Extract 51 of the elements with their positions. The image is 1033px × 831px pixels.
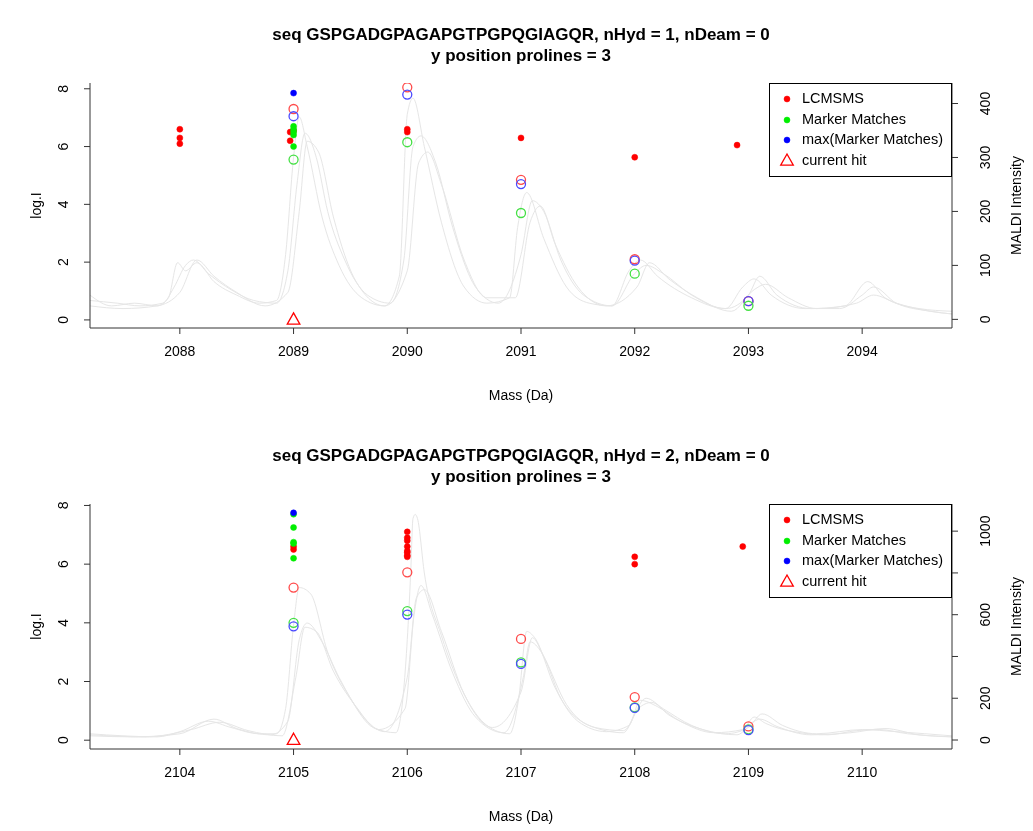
- y2-tick-label: 100: [977, 253, 993, 278]
- y2-tick-label: 1000: [977, 515, 993, 547]
- y-tick-label: 6: [55, 560, 71, 569]
- chart-title: seq GSPGADGPAGAPGTPGPQGIAGQR, nHyd = 2, nDeam = 0: [272, 444, 770, 466]
- y-axis-title: log.I: [27, 192, 44, 219]
- x-tick-label: 2106: [391, 763, 424, 780]
- legend-label: max(Marker Matches): [802, 131, 943, 148]
- x-tick-label: 2093: [732, 342, 765, 359]
- legend-label: current hit: [802, 572, 867, 589]
- y2-axis-title: MALDI Intensity: [1007, 577, 1024, 676]
- y-tick-label: 0: [55, 315, 71, 324]
- y-tick-label: 4: [55, 618, 71, 627]
- legend-label: current hit: [802, 151, 867, 168]
- x-tick-label: 2109: [732, 763, 765, 780]
- x-tick-label: 2104: [164, 763, 196, 780]
- x-tick-label: 2092: [619, 342, 651, 359]
- y-tick-label: 8: [55, 84, 71, 93]
- x-tick-label: 2105: [277, 763, 310, 780]
- x-tick-label: 2110: [847, 763, 878, 780]
- y2-tick-label: 0: [977, 735, 993, 744]
- y-tick-label: 8: [55, 501, 71, 510]
- x-tick-label: 2091: [505, 342, 537, 359]
- legend-label: LCMSMS: [802, 511, 865, 528]
- legend-label: max(Marker Matches): [802, 552, 943, 569]
- chart-subtitle: y position prolines = 3: [431, 465, 611, 487]
- x-tick-label: 2088: [164, 342, 196, 359]
- y2-axis-title: MALDI Intensity: [1007, 156, 1024, 255]
- y2-tick-label: 200: [977, 686, 993, 710]
- y-tick-label: 4: [55, 200, 71, 209]
- x-tick-label: 2089: [277, 342, 310, 359]
- x-tick-label: 2107: [505, 763, 537, 780]
- legend-label: Marker Matches: [802, 531, 906, 548]
- y2-tick-label: 200: [977, 199, 993, 224]
- chart-subtitle: y position prolines = 3: [431, 44, 611, 66]
- y-tick-label: 0: [55, 736, 71, 745]
- y2-tick-label: 600: [977, 602, 993, 627]
- y2-tick-label: 300: [977, 145, 993, 170]
- y-tick-label: 2: [55, 258, 71, 267]
- chart-title: seq GSPGADGPAGAPGTPGPQGIAGQR, nHyd = 1, nDeam = 0: [272, 23, 770, 45]
- legend-label: LCMSMS: [802, 90, 865, 107]
- x-tick-label: 2108: [619, 763, 651, 780]
- y-axis-title: log.I: [27, 613, 44, 640]
- y2-tick-label: 400: [977, 91, 993, 116]
- x-tick-label: 2090: [391, 342, 424, 359]
- x-axis-title: Mass (Da): [488, 808, 554, 824]
- x-tick-label: 2094: [846, 342, 878, 359]
- y-tick-label: 6: [55, 142, 71, 151]
- x-axis-title: Mass (Da): [488, 387, 554, 403]
- legend-label: Marker Matches: [802, 110, 906, 127]
- y-tick-label: 2: [55, 677, 71, 686]
- y2-tick-label: 0: [977, 315, 993, 324]
